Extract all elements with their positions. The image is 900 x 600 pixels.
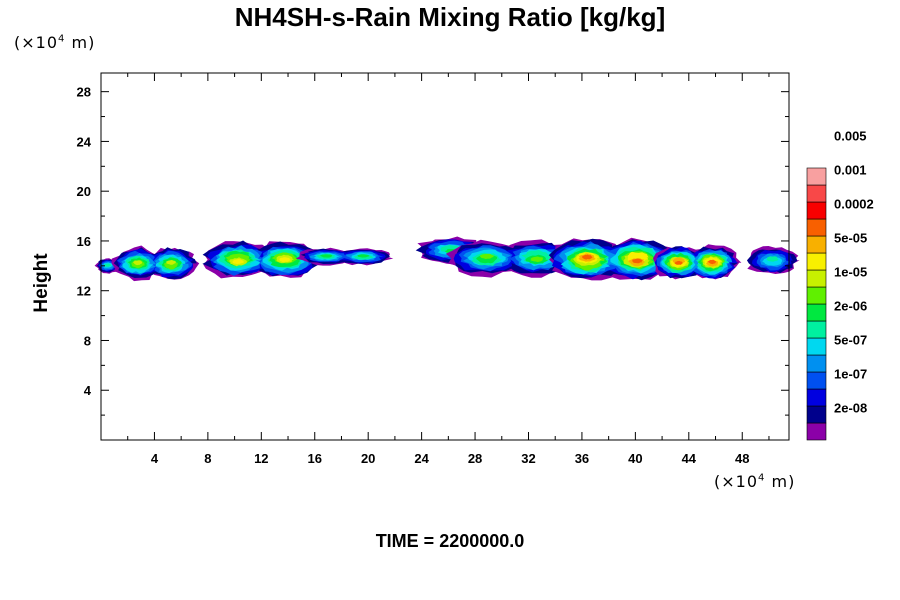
colorbar-cell bbox=[806, 252, 827, 271]
y-tick-label: 16 bbox=[77, 234, 91, 249]
colorbar-cell bbox=[806, 201, 827, 220]
cloud-contour bbox=[530, 256, 543, 263]
x-tick-label: 8 bbox=[204, 451, 211, 466]
x-tick-label: 36 bbox=[575, 451, 589, 466]
plot-frame bbox=[100, 72, 790, 441]
colorbar-label: 0.001 bbox=[834, 163, 867, 178]
cloud-contour bbox=[766, 256, 779, 262]
y-tick-label: 24 bbox=[77, 134, 92, 149]
colorbar-label: 5e-05 bbox=[834, 231, 867, 246]
colorbar-cell bbox=[806, 320, 827, 339]
colorbar-cell bbox=[806, 303, 827, 322]
y-tick-label: 8 bbox=[84, 333, 91, 348]
colorbar-label: 0.005 bbox=[834, 129, 867, 144]
x-tick-label: 32 bbox=[521, 451, 535, 466]
x-tick-label: 28 bbox=[468, 451, 482, 466]
colorbar-cell bbox=[806, 286, 827, 305]
cloud-contour bbox=[582, 254, 593, 260]
colorbar-cell bbox=[806, 354, 827, 373]
cloud-contour bbox=[103, 263, 112, 267]
cloud-contour bbox=[320, 254, 333, 258]
colorbar-label: 2e-06 bbox=[834, 299, 867, 314]
colorbar-cell bbox=[806, 167, 827, 186]
x-tick-label: 24 bbox=[414, 451, 429, 466]
colorbar-label: 1e-05 bbox=[834, 265, 867, 280]
cloud-contour bbox=[279, 257, 291, 263]
cloud-contour bbox=[165, 260, 177, 265]
chart-title: NH4SH-s-Rain Mixing Ratio [kg/kg] bbox=[234, 2, 666, 32]
x-tick-label: 40 bbox=[628, 451, 642, 466]
colorbar-label: 2e-08 bbox=[834, 401, 867, 416]
x-tick-label: 4 bbox=[151, 451, 159, 466]
y-tick-label: 20 bbox=[77, 184, 91, 199]
colorbar-cell bbox=[806, 235, 827, 254]
colorbar-label: 1e-07 bbox=[834, 367, 867, 382]
cloud-contour bbox=[674, 260, 683, 265]
cloud-contour bbox=[632, 258, 643, 264]
y-tick-label: 28 bbox=[77, 85, 91, 100]
cloud-contour bbox=[356, 254, 370, 258]
colorbar-cell bbox=[806, 405, 827, 424]
x-tick-label: 20 bbox=[361, 451, 375, 466]
colorbar-cell bbox=[806, 337, 827, 356]
x-tick-label: 12 bbox=[254, 451, 268, 466]
x-tick-label: 16 bbox=[308, 451, 322, 466]
x-axis-unit: (×104 m) bbox=[714, 472, 796, 491]
colorbar-cell bbox=[806, 388, 827, 407]
colorbar: 2e-08 1e-07 5e-07 2e-06 1e-05 5e-05 0.0002 0.00… bbox=[806, 129, 874, 441]
colorbar-label: 0.0002 bbox=[834, 197, 874, 212]
cloud-contour bbox=[232, 259, 244, 265]
cloud-contour bbox=[707, 259, 717, 265]
cloud-contour bbox=[132, 260, 143, 266]
x-tick-label: 44 bbox=[682, 451, 697, 466]
time-label: TIME = 2200000.0 bbox=[375, 531, 525, 551]
y-tick-label: 4 bbox=[84, 383, 92, 398]
colorbar-cell bbox=[806, 371, 827, 390]
y-tick-label: 12 bbox=[77, 284, 91, 299]
colorbar-cell bbox=[806, 218, 827, 237]
y-axis-unit: (×104 m) bbox=[14, 33, 96, 52]
colorbar-cell bbox=[806, 269, 827, 288]
colorbar-cell bbox=[806, 422, 827, 441]
cloud-contour bbox=[479, 253, 495, 260]
colorbar-cell bbox=[806, 184, 827, 203]
x-tick-label: 48 bbox=[735, 451, 749, 466]
clouds-layer bbox=[94, 236, 800, 282]
colorbar-label: 5e-07 bbox=[834, 333, 867, 348]
